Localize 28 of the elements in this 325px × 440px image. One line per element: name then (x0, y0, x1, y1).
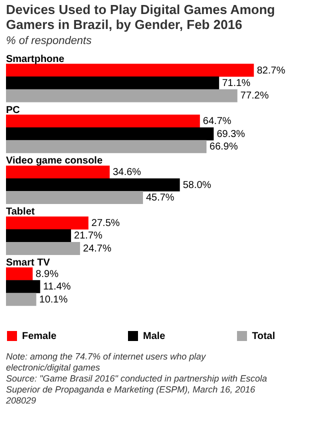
data-label: 11.4% (43, 282, 71, 293)
data-label: 34.6% (112, 167, 142, 178)
data-label: 58.0% (182, 180, 212, 191)
legend-label: Male (143, 331, 166, 342)
text: 208029 (5, 396, 36, 406)
data-label: 71.1% (222, 78, 251, 89)
y-tick-label: Smart TV (6, 258, 50, 269)
data-label: 24.7% (83, 243, 112, 254)
chart-title: Devices Used to Play Digital Games Among Gamers in Brazil, by Gender, Feb 2016 (6, 2, 276, 32)
data-label: 77.2% (240, 90, 269, 102)
data-label: 27.5% (91, 218, 120, 229)
data-label: 10.1% (39, 294, 68, 306)
data-label: 66.9% (210, 142, 238, 153)
data-label: 21.7% (74, 230, 102, 242)
y-tick-label: Smartphone (6, 54, 65, 65)
y-tick-label: PC (6, 104, 20, 116)
legend-label: Total (252, 331, 276, 342)
legend-label: Female (22, 331, 57, 342)
data-label: 8.9% (36, 268, 59, 280)
y-tick-label: Video game console (6, 156, 103, 167)
data-label: 64.7% (202, 116, 232, 128)
text: Note: among the 74.7% of internet users who play electronic/digital games (6, 352, 206, 372)
data-label: 69.3% (216, 128, 246, 140)
data-label: 82.7% (256, 65, 286, 76)
source-note: Source: "Game Brasil 2016" conducted in partnership with Escola Superior de Propaganda e Marketing (ESPM), March 16, 2016 (6, 374, 268, 394)
data-label: 45.7% (146, 192, 174, 204)
chart-subtitle: % of respondents (6, 35, 92, 47)
y-tick-label: Tablet (6, 206, 36, 218)
